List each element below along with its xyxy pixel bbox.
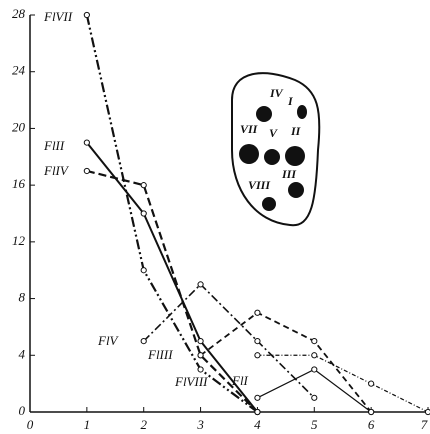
inset-label: II [290,124,302,138]
x-tick-label: 7 [421,417,428,432]
point [198,367,203,372]
x-tick-label: 6 [368,417,375,432]
series-line [257,369,371,412]
inset-dot [297,105,307,119]
point [255,395,260,400]
point [141,211,146,216]
point [369,381,374,386]
x-tick-label: 1 [84,417,91,432]
inset-dot [288,182,304,198]
point [198,282,203,287]
inset-label: IV [269,86,284,100]
y-tick-label: 12 [12,233,26,248]
y-tick-label: 8 [19,290,26,305]
point [312,353,317,358]
y-tick-label: 24 [12,63,26,78]
point [369,409,374,414]
point [141,268,146,273]
series-line [201,313,372,412]
series-label: FlII [43,138,65,153]
chart: IV I VII V II VIII III 04812162024280123… [0,0,430,434]
inset-dot [285,146,305,166]
inset-label: VII [240,122,259,136]
inset-label: III [281,167,297,181]
inset-label: I [287,94,294,108]
point [255,353,260,358]
series-label: FlV [97,333,120,348]
y-tick-label: 28 [12,6,26,21]
series-line [87,143,258,412]
point [425,409,430,414]
series-label: FlVII [43,9,73,24]
series-line [144,284,315,397]
inset-dot [264,149,280,165]
series-label: FlIV [43,163,70,178]
point [312,367,317,372]
point [312,395,317,400]
point [255,310,260,315]
point [255,409,260,414]
inset-label: VIII [248,178,271,192]
inset-dot [256,106,272,122]
inset-dot [239,144,259,164]
point [198,353,203,358]
y-tick-label: 20 [12,119,26,134]
series-line [257,355,428,412]
series-label: FlIII [147,347,173,362]
x-tick-label: 5 [311,417,318,432]
point [84,140,89,145]
point [255,339,260,344]
point [141,183,146,188]
point [84,168,89,173]
point [312,339,317,344]
point [84,12,89,17]
series-label: FlVIII [174,374,208,389]
y-tick-label: 0 [19,403,26,418]
x-tick-label: 0 [27,417,34,432]
x-tick-label: 2 [140,417,147,432]
point [198,339,203,344]
inset-diagram: IV I VII V II VIII III [232,73,319,225]
y-tick-label: 4 [19,346,26,361]
inset-label: V [269,126,278,140]
series-label: FlI [231,373,249,388]
x-tick-label: 4 [254,417,261,432]
x-tick-label: 3 [196,417,204,432]
inset-dot [262,197,276,211]
y-tick-label: 16 [12,176,26,191]
point [141,339,146,344]
